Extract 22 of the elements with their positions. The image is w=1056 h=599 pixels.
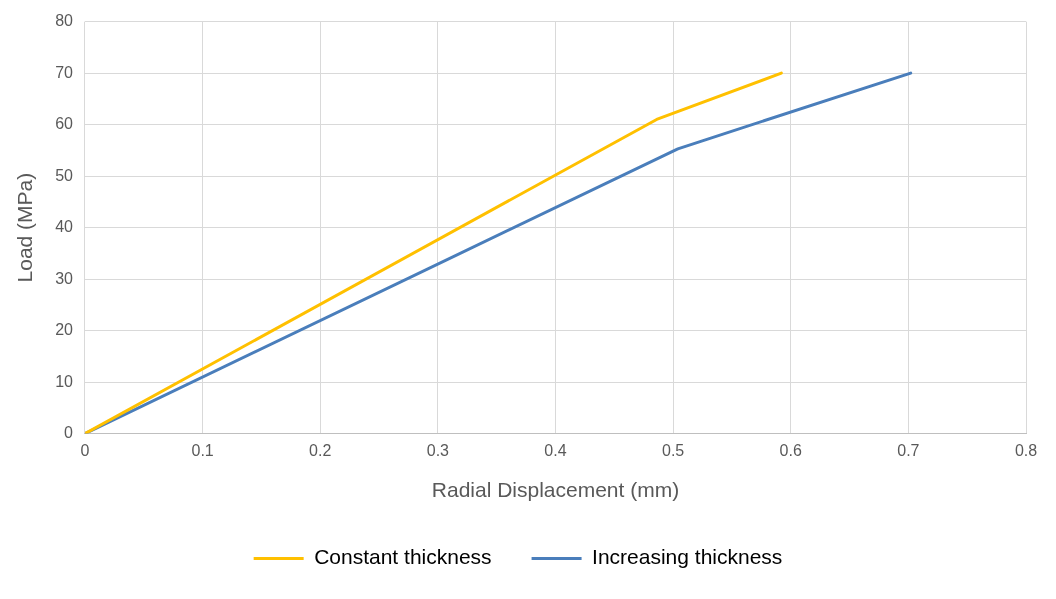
legend-label: Constant thickness [314,545,492,569]
x-tick-label: 0.5 [662,441,685,459]
x-tick-label: 0 [80,441,90,459]
x-tick-label: 0.1 [191,441,214,459]
x-tick-label: 0.2 [309,441,332,459]
y-tick-label: 30 [55,269,74,287]
x-tick-label: 0.8 [1014,441,1038,459]
y-tick-label: 20 [55,321,74,339]
y-axis-title: Load (MPa) [13,172,37,283]
y-tick-label: 10 [55,372,74,390]
y-tick-label: 80 [55,12,74,30]
x-tick-label: 0.4 [544,441,567,459]
legend-label: Increasing thickness [592,545,783,569]
x-tick-label: 0.7 [897,441,920,459]
x-tick-label: 0.3 [426,441,450,459]
y-tick-label: 60 [55,115,74,133]
x-axis-title: Radial Displacement (mm) [431,478,680,502]
x-tick-label: 0.6 [779,441,802,459]
y-tick-label: 50 [55,166,74,184]
y-tick-label: 40 [55,218,74,236]
y-tick-label: 0 [64,424,74,442]
y-tick-label: 70 [55,63,74,81]
